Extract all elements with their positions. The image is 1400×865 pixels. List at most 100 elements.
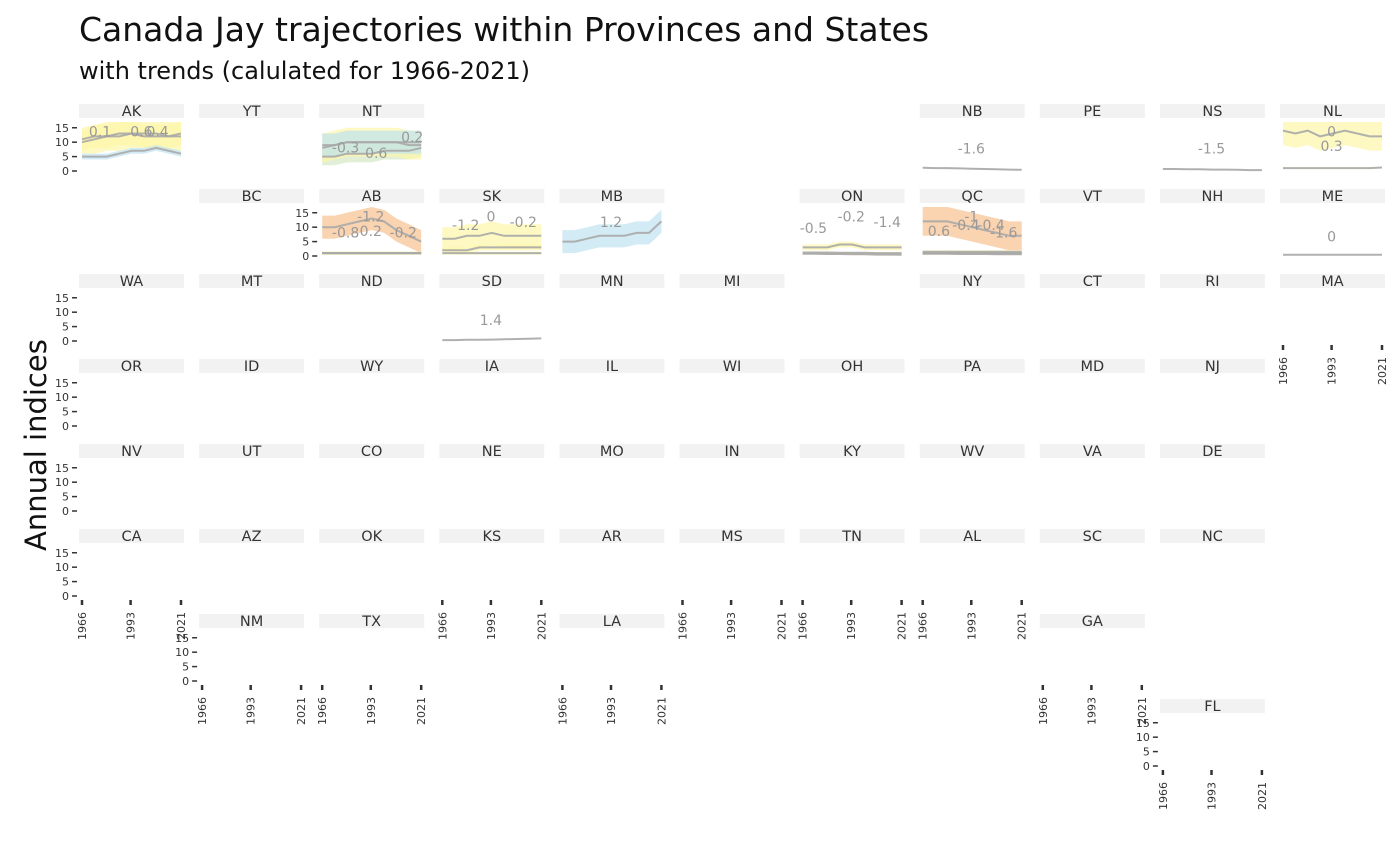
- strip-az: [199, 529, 305, 543]
- panel-ia: IA: [439, 359, 545, 375]
- trajectory-line-qc-4: [922, 252, 1022, 256]
- strip-nm: [199, 614, 305, 628]
- strip-label-ky: KY: [843, 444, 861, 460]
- strip-nv: [79, 444, 184, 458]
- strip-ab: [319, 189, 425, 203]
- x-tick-label-fl-2021: 2021: [1256, 782, 1269, 810]
- x-tick-label-ks-2021: 2021: [535, 612, 548, 640]
- strip-oh: [799, 359, 905, 373]
- panel-pa: PA: [919, 359, 1025, 375]
- strip-pa: [919, 359, 1025, 373]
- strip-id: [199, 359, 305, 373]
- strip-label-ne: NE: [482, 444, 502, 460]
- strip-ut: [199, 444, 305, 458]
- y-tick-label-nm-10: 10: [175, 646, 189, 659]
- y-tick-label-nm-0: 0: [182, 675, 189, 688]
- strip-label-fl: FL: [1204, 699, 1220, 715]
- strip-wa: [79, 274, 184, 288]
- panel-vt: VT: [1039, 189, 1145, 205]
- strip-label-nj: NJ: [1205, 359, 1220, 375]
- panel-ok: OK: [319, 529, 425, 545]
- ribbon-mb-0: [562, 209, 662, 254]
- panel-wv: WV: [919, 444, 1025, 460]
- x-tick-label-la-1993: 1993: [605, 697, 618, 725]
- panel-mt: MT: [199, 274, 305, 290]
- y-tick-label-wa-0: 0: [62, 335, 69, 348]
- panel-yt: YT: [199, 104, 305, 120]
- strip-vt: [1039, 189, 1145, 203]
- strip-mt: [199, 274, 305, 288]
- strip-label-nv: NV: [121, 444, 142, 460]
- strip-nj: [1159, 359, 1265, 373]
- strip-wy: [319, 359, 425, 373]
- strip-label-ma: MA: [1321, 274, 1344, 290]
- y-tick-label-fl-5: 5: [1143, 746, 1150, 759]
- x-tick-label-ca-1966: 1966: [76, 612, 89, 640]
- strip-label-wv: WV: [960, 444, 984, 460]
- strip-label-ar: AR: [602, 529, 622, 545]
- strip-ga: [1039, 614, 1145, 628]
- trend-label-on-0: -0.5: [800, 221, 827, 237]
- panel-mn: MN: [559, 274, 665, 290]
- trajectory-line-nl-0: [1282, 129, 1382, 138]
- panel-az: AZ: [199, 529, 305, 545]
- strip-ia: [439, 359, 545, 373]
- trend-label-sk-1: 0: [486, 209, 495, 225]
- panel-ar: AR: [559, 529, 665, 545]
- panel-bc: BC: [199, 189, 305, 205]
- strip-label-pe: PE: [1083, 104, 1101, 120]
- strip-qc: [919, 189, 1025, 203]
- strip-label-ny: NY: [962, 274, 982, 290]
- x-tick-label-ga-2021: 2021: [1136, 697, 1149, 725]
- y-tick-label-ab-15: 15: [295, 207, 309, 220]
- strip-wv: [919, 444, 1025, 458]
- y-tick-label-nv-5: 5: [62, 491, 69, 504]
- x-tick-label-ms-1966: 1966: [677, 612, 690, 640]
- strip-ky: [799, 444, 905, 458]
- strip-ok: [319, 529, 425, 543]
- strip-pe: [1039, 104, 1145, 118]
- strip-label-nc: NC: [1202, 529, 1223, 545]
- strip-label-ab: AB: [362, 189, 382, 205]
- chart-title: Canada Jay trajectories within Provinces…: [79, 10, 930, 49]
- panel-nc: NC: [1159, 529, 1265, 545]
- strip-co: [319, 444, 425, 458]
- strip-label-wa: WA: [120, 274, 144, 290]
- trajectory-line-nt-0: [322, 146, 422, 158]
- strip-nt: [319, 104, 425, 118]
- panel-sk: SK-1.2 0 -0.2: [439, 189, 545, 255]
- strip-label-ct: CT: [1083, 274, 1102, 290]
- x-tick-label-ms-1993: 1993: [725, 612, 738, 640]
- panel-de: DE: [1159, 444, 1265, 460]
- strip-ak: [79, 104, 184, 118]
- strip-bc: [199, 189, 305, 203]
- x-tick-label-ks-1993: 1993: [485, 612, 498, 640]
- trend-label-ab-0: -0.8: [332, 225, 359, 241]
- panel-ms: MS 1966 1993 2021: [677, 529, 789, 640]
- x-tick-label-tn-1993: 1993: [845, 612, 858, 640]
- strip-sd: [439, 274, 545, 288]
- x-tick-label-fl-1966: 1966: [1157, 782, 1170, 810]
- strip-mo: [559, 444, 665, 458]
- strip-al: [919, 529, 1025, 543]
- strip-ar: [559, 529, 665, 543]
- strip-va: [1039, 444, 1145, 458]
- panel-va: VA: [1039, 444, 1145, 460]
- strip-label-bc: BC: [242, 189, 262, 205]
- strip-il: [559, 359, 665, 373]
- strip-wi: [679, 359, 785, 373]
- strip-tn: [799, 529, 905, 543]
- strip-label-qc: QC: [961, 189, 983, 205]
- trend-label-nt-0: -0.3: [332, 140, 359, 156]
- trajectory-line-sd-0: [442, 337, 542, 342]
- strip-label-sd: SD: [482, 274, 502, 290]
- strip-label-sc: SC: [1083, 529, 1102, 545]
- strip-ms: [679, 529, 785, 543]
- y-tick-label-nm-15: 15: [175, 632, 189, 645]
- panel-nd: ND: [319, 274, 425, 290]
- panel-md: MD: [1039, 359, 1145, 375]
